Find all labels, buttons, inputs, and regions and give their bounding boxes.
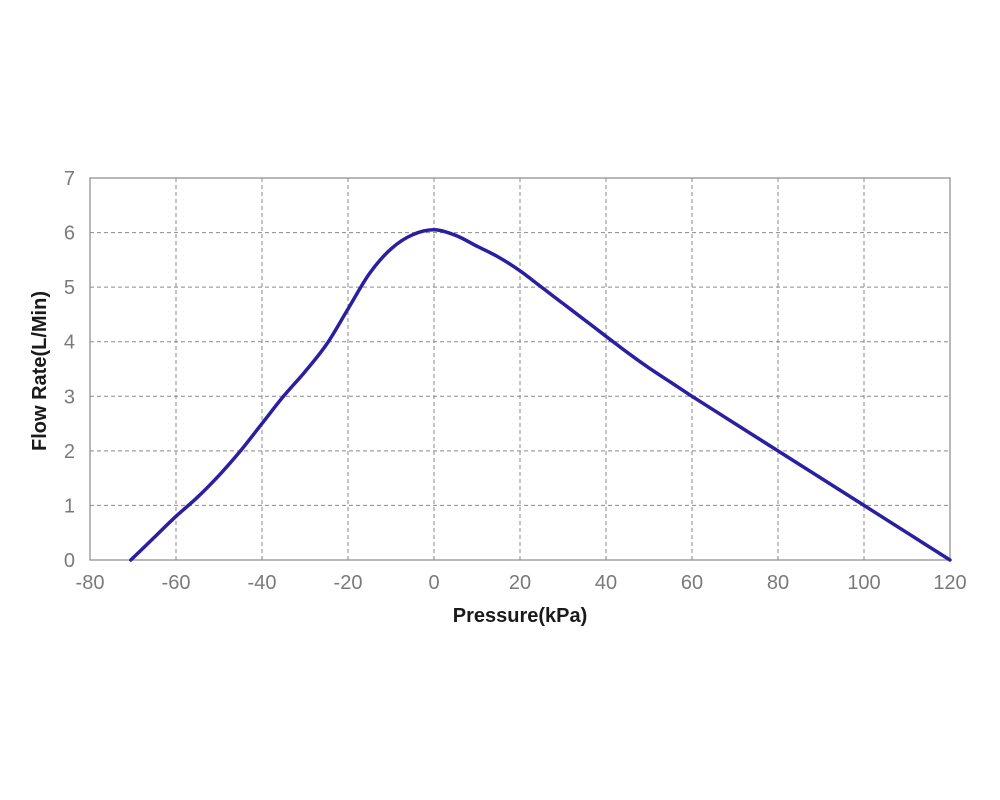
- y-tick-label: 3: [64, 386, 75, 408]
- grid: [90, 178, 950, 560]
- x-tick-label: 120: [933, 572, 966, 594]
- x-tick-label: 0: [428, 572, 439, 594]
- x-tick-label: 20: [509, 572, 531, 594]
- x-tick-label: -80: [76, 572, 105, 594]
- x-axis-title: Pressure(kPa): [453, 605, 588, 627]
- y-axis-title: Flow Rate(L/Min): [29, 291, 51, 451]
- x-tick-label: 80: [767, 572, 789, 594]
- y-tick-label: 6: [64, 223, 75, 245]
- x-tick-labels: -80 -60 -40 -20 0 20 40 60 80 100 120: [76, 572, 967, 594]
- y-tick-label: 1: [64, 495, 75, 517]
- y-tick-label: 0: [64, 550, 75, 572]
- flow-rate-series-line: [129, 228, 952, 562]
- plot-frame: [89, 177, 951, 561]
- y-tick-label: 7: [64, 168, 75, 190]
- y-tick-label: 4: [64, 332, 75, 354]
- x-tick-label: -20: [334, 572, 363, 594]
- y-tick-labels: 0 1 2 3 4 5 6 7: [64, 168, 75, 572]
- x-tick-label: 60: [681, 572, 703, 594]
- x-tick-label: 40: [595, 572, 617, 594]
- y-tick-label: 2: [64, 441, 75, 463]
- x-tick-label: -60: [162, 572, 191, 594]
- x-tick-label: -40: [248, 572, 277, 594]
- y-tick-label: 5: [64, 277, 75, 299]
- x-tick-label: 100: [847, 572, 880, 594]
